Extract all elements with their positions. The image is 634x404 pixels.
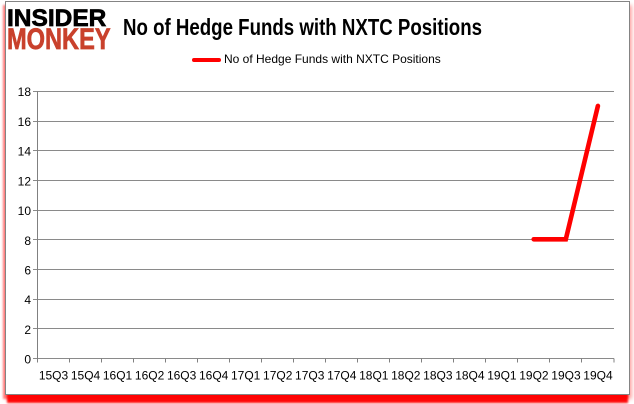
svg-text:18Q3: 18Q3 — [423, 369, 453, 383]
svg-text:19Q4: 19Q4 — [583, 369, 613, 383]
svg-text:17Q1: 17Q1 — [231, 369, 261, 383]
svg-text:17Q2: 17Q2 — [263, 369, 293, 383]
svg-text:2: 2 — [24, 323, 31, 337]
svg-text:18: 18 — [18, 85, 32, 99]
svg-text:15Q3: 15Q3 — [39, 369, 69, 383]
svg-text:17Q3: 17Q3 — [295, 369, 325, 383]
svg-text:19Q3: 19Q3 — [551, 369, 581, 383]
svg-text:18Q2: 18Q2 — [391, 369, 421, 383]
svg-text:4: 4 — [24, 293, 31, 307]
svg-text:16: 16 — [18, 115, 32, 129]
svg-text:16Q4: 16Q4 — [199, 369, 229, 383]
svg-text:16Q2: 16Q2 — [135, 369, 165, 383]
svg-text:15Q4: 15Q4 — [71, 369, 101, 383]
svg-text:18Q1: 18Q1 — [359, 369, 389, 383]
svg-text:14: 14 — [18, 145, 32, 159]
svg-text:16Q1: 16Q1 — [103, 369, 133, 383]
svg-text:17Q4: 17Q4 — [327, 369, 357, 383]
svg-text:12: 12 — [18, 174, 32, 188]
svg-text:6: 6 — [24, 264, 31, 278]
svg-text:16Q3: 16Q3 — [167, 369, 197, 383]
svg-text:8: 8 — [24, 234, 31, 248]
svg-text:0: 0 — [24, 353, 31, 367]
svg-text:19Q1: 19Q1 — [487, 369, 517, 383]
svg-text:18Q4: 18Q4 — [455, 369, 485, 383]
svg-text:10: 10 — [18, 204, 32, 218]
svg-text:19Q2: 19Q2 — [519, 369, 549, 383]
